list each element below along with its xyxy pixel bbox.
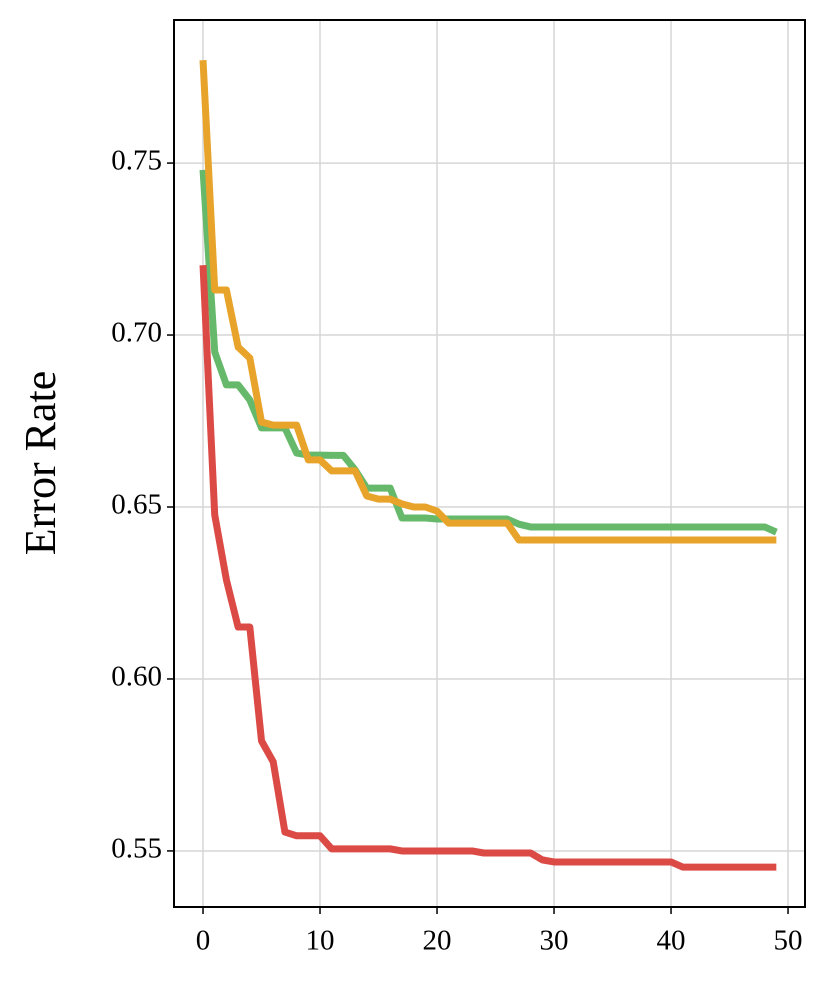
line-series xyxy=(199,265,777,871)
x-tick-label: 50 xyxy=(774,925,803,957)
y-tick-label: 0.55 xyxy=(111,833,162,865)
x-tick-label: 20 xyxy=(423,925,452,957)
y-tick-label: 0.70 xyxy=(111,317,162,349)
x-tick-label: 0 xyxy=(196,925,211,957)
plot-frame xyxy=(173,19,806,908)
y-tick-label: 0.60 xyxy=(111,661,162,693)
line-series xyxy=(199,169,778,536)
y-tick-label: 0.75 xyxy=(111,145,162,177)
y-tick-label: 0.65 xyxy=(111,489,162,521)
y-axis-label: Error Rate xyxy=(16,371,65,555)
x-tick-label: 40 xyxy=(657,925,686,957)
x-tick-label: 10 xyxy=(306,925,335,957)
x-tick-label: 30 xyxy=(540,925,569,957)
line-series xyxy=(199,60,777,544)
